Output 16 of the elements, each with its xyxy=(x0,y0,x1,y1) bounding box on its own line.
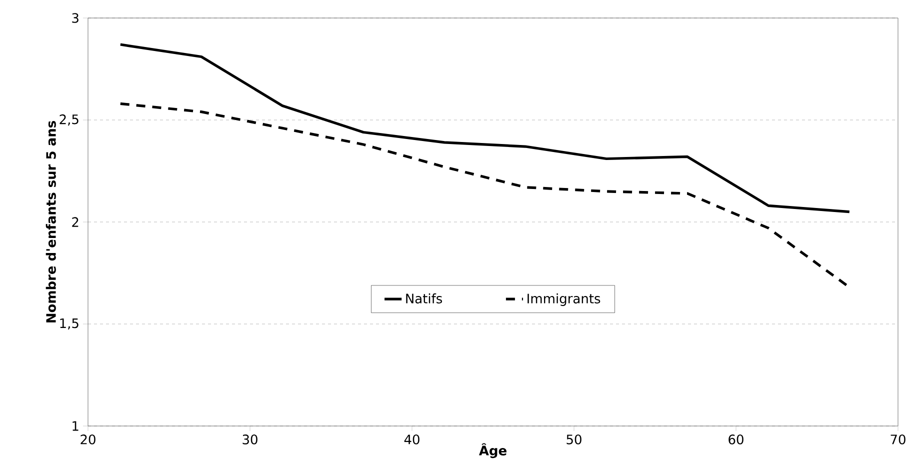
y-tick-label: 2,5 xyxy=(60,114,78,126)
y-tick-label: 1,5 xyxy=(60,318,78,330)
x-axis-title: Âge xyxy=(478,443,506,458)
x-tick-label: 20 xyxy=(80,434,96,444)
y-axis-title: Nombre d'enfants sur 5 ans xyxy=(46,120,56,322)
y-tick-label: 3 xyxy=(72,12,78,23)
line-series xyxy=(119,43,851,213)
y-tick-label: 1 xyxy=(72,421,78,431)
legend-label: Natifs xyxy=(406,293,442,304)
x-tick-label: 60 xyxy=(728,434,744,444)
x-tick-label: 50 xyxy=(566,434,582,444)
legend-label: Immigrants xyxy=(528,293,600,306)
y-tick-label: 2 xyxy=(72,216,78,227)
x-tick-label: 70 xyxy=(890,434,906,444)
x-tick-label: 40 xyxy=(404,434,420,444)
x-tick-label: 30 xyxy=(242,434,258,444)
